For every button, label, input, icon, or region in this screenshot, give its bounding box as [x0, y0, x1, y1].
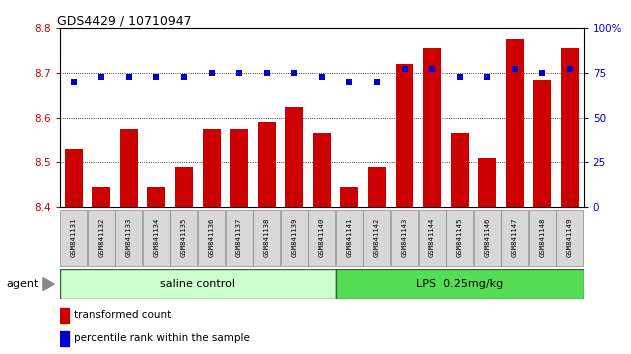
- Text: GSM841133: GSM841133: [126, 217, 132, 257]
- Bar: [368, 167, 386, 207]
- Bar: [451, 133, 469, 207]
- Point: [537, 70, 547, 76]
- Text: saline control: saline control: [160, 279, 235, 289]
- FancyBboxPatch shape: [363, 210, 391, 266]
- Bar: [60, 308, 69, 323]
- Point: [124, 74, 134, 79]
- Point: [482, 74, 492, 79]
- Bar: [396, 64, 413, 207]
- Text: GSM841142: GSM841142: [374, 217, 380, 257]
- Text: transformed count: transformed count: [74, 310, 172, 320]
- Point: [234, 70, 244, 76]
- FancyBboxPatch shape: [474, 210, 501, 266]
- Text: percentile rank within the sample: percentile rank within the sample: [74, 333, 250, 343]
- Point: [427, 67, 437, 72]
- Bar: [423, 48, 441, 207]
- FancyBboxPatch shape: [170, 210, 198, 266]
- FancyBboxPatch shape: [198, 210, 225, 266]
- Bar: [285, 107, 304, 207]
- Text: LPS  0.25mg/kg: LPS 0.25mg/kg: [416, 279, 504, 289]
- Text: agent: agent: [6, 279, 38, 289]
- Text: GSM841148: GSM841148: [540, 217, 545, 257]
- Point: [454, 74, 464, 79]
- Point: [317, 74, 327, 79]
- Text: GSM841140: GSM841140: [319, 217, 325, 257]
- Bar: [230, 129, 248, 207]
- FancyBboxPatch shape: [88, 210, 115, 266]
- Point: [97, 74, 107, 79]
- Point: [372, 79, 382, 85]
- Point: [565, 67, 575, 72]
- Text: GSM841138: GSM841138: [264, 217, 269, 257]
- Bar: [175, 167, 193, 207]
- Bar: [60, 331, 69, 346]
- Point: [399, 67, 410, 72]
- Bar: [506, 40, 524, 207]
- Point: [345, 79, 355, 85]
- Bar: [92, 187, 110, 207]
- Text: GSM841135: GSM841135: [181, 217, 187, 257]
- FancyBboxPatch shape: [60, 210, 87, 266]
- Bar: [148, 187, 165, 207]
- Text: GSM841141: GSM841141: [346, 217, 352, 257]
- Text: GSM841143: GSM841143: [401, 217, 408, 257]
- Bar: [561, 48, 579, 207]
- Text: GSM841134: GSM841134: [153, 217, 160, 257]
- Text: GSM841147: GSM841147: [512, 217, 518, 257]
- Text: GSM841131: GSM841131: [71, 217, 77, 257]
- FancyBboxPatch shape: [60, 269, 336, 299]
- FancyBboxPatch shape: [501, 210, 528, 266]
- Bar: [65, 149, 83, 207]
- Text: GSM841132: GSM841132: [98, 217, 104, 257]
- Text: GSM841144: GSM841144: [429, 217, 435, 257]
- Bar: [478, 158, 496, 207]
- Text: GDS4429 / 10710947: GDS4429 / 10710947: [57, 14, 192, 27]
- Text: GSM841139: GSM841139: [292, 217, 297, 257]
- Bar: [313, 133, 331, 207]
- Point: [179, 74, 189, 79]
- Text: GSM841137: GSM841137: [236, 217, 242, 257]
- Point: [289, 70, 299, 76]
- Bar: [257, 122, 276, 207]
- Text: GSM841149: GSM841149: [567, 217, 573, 257]
- FancyBboxPatch shape: [446, 210, 473, 266]
- Text: GSM841146: GSM841146: [484, 217, 490, 257]
- FancyBboxPatch shape: [336, 210, 363, 266]
- Point: [510, 67, 520, 72]
- Bar: [203, 129, 220, 207]
- Bar: [120, 129, 138, 207]
- FancyBboxPatch shape: [226, 210, 252, 266]
- Text: GSM841145: GSM841145: [457, 217, 463, 257]
- FancyBboxPatch shape: [143, 210, 170, 266]
- FancyBboxPatch shape: [418, 210, 445, 266]
- Bar: [533, 80, 551, 207]
- Point: [206, 70, 216, 76]
- Bar: [340, 187, 358, 207]
- FancyBboxPatch shape: [557, 210, 584, 266]
- FancyBboxPatch shape: [309, 210, 335, 266]
- Point: [69, 79, 79, 85]
- FancyBboxPatch shape: [529, 210, 556, 266]
- FancyBboxPatch shape: [336, 269, 584, 299]
- Point: [151, 74, 162, 79]
- FancyBboxPatch shape: [253, 210, 280, 266]
- FancyBboxPatch shape: [281, 210, 308, 266]
- FancyBboxPatch shape: [115, 210, 143, 266]
- Text: GSM841136: GSM841136: [209, 217, 215, 257]
- Point: [262, 70, 272, 76]
- FancyBboxPatch shape: [391, 210, 418, 266]
